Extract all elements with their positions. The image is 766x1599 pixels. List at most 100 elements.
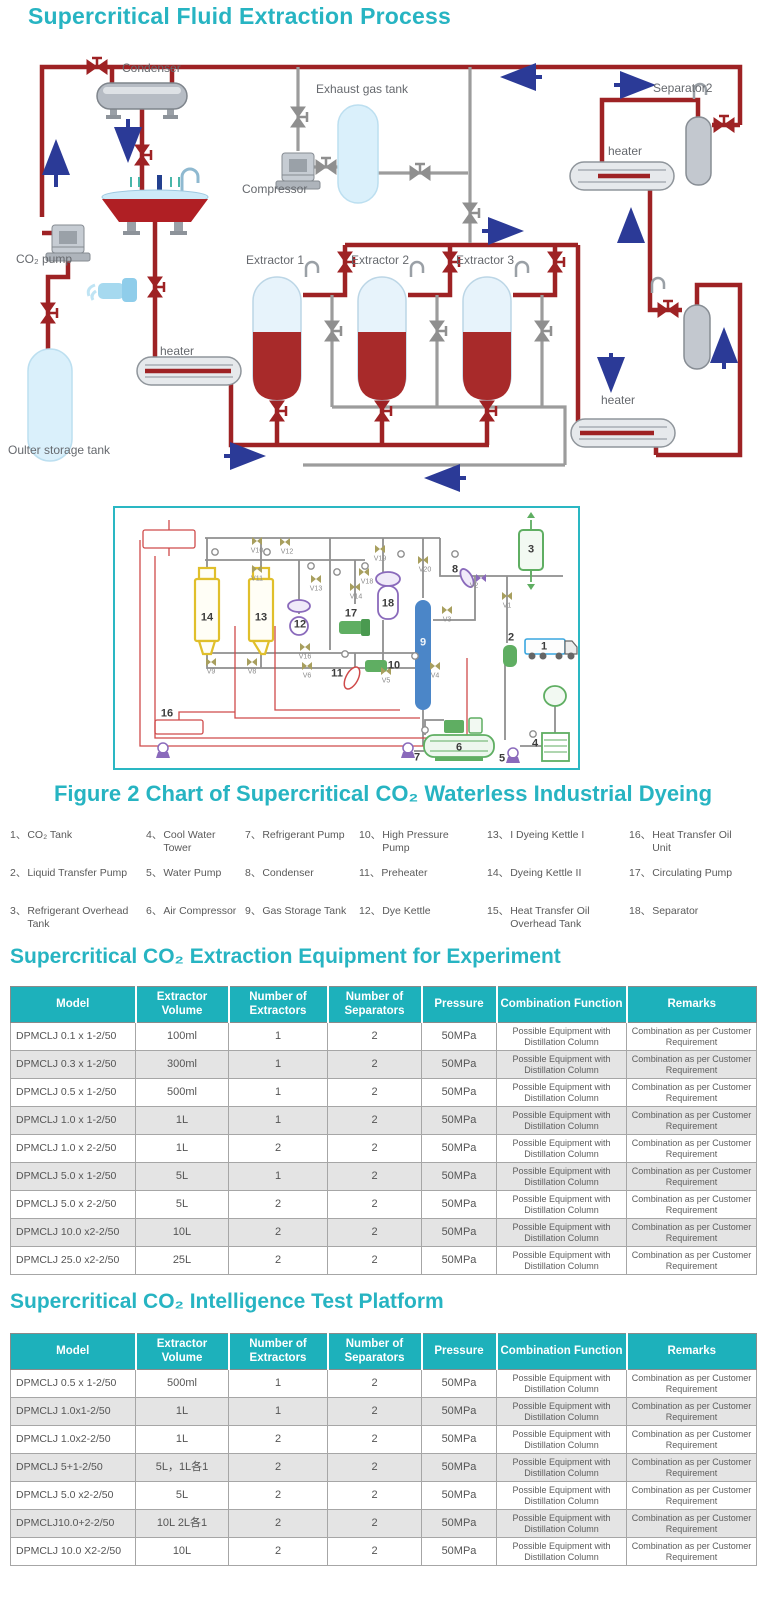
- equipment-number-label: 14: [200, 611, 214, 624]
- table-cell: Combination as per Customer Requirement: [626, 1397, 757, 1426]
- column-header: Remarks: [626, 986, 757, 1023]
- table-row: DPMCLJ 10.0 X2-2/50 10L 2 2 50MPa Possible Eq…: [10, 1537, 757, 1566]
- legend-item: 15、 Heat Transfer Oil Overhead Tank: [487, 905, 629, 943]
- legend-item-number: 7、: [245, 829, 262, 841]
- table-cell: 2: [228, 1190, 328, 1219]
- table-cell: 300ml: [135, 1050, 229, 1079]
- valve-label: V4: [430, 672, 440, 680]
- legend-item-number: 8、: [245, 867, 262, 879]
- vent-hook-icon: [650, 276, 666, 295]
- table-cell: 5L: [135, 1190, 229, 1219]
- legend-item-number: 18、: [629, 905, 652, 917]
- table-cell: 1: [228, 1162, 328, 1191]
- preheater-icon: [343, 666, 361, 690]
- table-cell: 2: [327, 1134, 422, 1163]
- column-header: Number of Extractors: [228, 986, 329, 1023]
- valve-label: V18: [360, 578, 374, 586]
- table-cell: Combination as per Customer Requirement: [626, 1106, 757, 1135]
- table-header-row: Model Extractor Volume Number of Extractor…: [10, 1333, 757, 1370]
- legend-item: 2、 Liquid Transfer Pump: [10, 867, 146, 905]
- extractor1-vessel: [252, 276, 302, 401]
- table-row: DPMCLJ 0.5 x 1-2/50 500ml 1 2 50MPa Possible …: [10, 1369, 757, 1398]
- transfer-pump-icon: [503, 645, 517, 667]
- table-cell: DPMCLJ 1.0 x 2-2/50: [10, 1134, 136, 1163]
- outer-storage-tank-vessel: [27, 348, 73, 462]
- table-cell: Combination as per Customer Requirement: [626, 1022, 757, 1051]
- valve-label: V5: [381, 677, 391, 685]
- oil-unit-pump-icon: [155, 742, 171, 759]
- valve-label: V12: [280, 548, 294, 556]
- sprayer-icon: [86, 278, 137, 302]
- table-row: DPMCLJ 1.0x1-2/50 1L 1 2 50MPa Possible Equip…: [10, 1397, 757, 1426]
- equipment-number-label: 4: [531, 737, 539, 750]
- heater-left-label: heater: [160, 344, 195, 358]
- extractor3-vessel: [462, 276, 512, 401]
- extractor2-vessel: [357, 276, 407, 401]
- co2-pump-label: CO₂ pump: [16, 252, 73, 266]
- legend-item-number: 4、: [146, 829, 163, 841]
- legend-item-number: 1、: [10, 829, 27, 841]
- table-cell: DPMCLJ 5+1-2/50: [10, 1453, 136, 1482]
- table-cell: 5L，1L各1: [135, 1453, 229, 1482]
- legend-item-number: 14、: [487, 867, 510, 879]
- table-cell: 50MPa: [421, 1022, 497, 1051]
- table-cell: Possible Equipment with Distillation Col…: [496, 1050, 627, 1079]
- dyeing-kettle-vessels: [193, 566, 275, 656]
- equipment-number-label: 8: [451, 563, 459, 576]
- legend-item: 3、 Refrigerant Overhead Tank: [10, 905, 146, 943]
- equipment-number-label: 6: [455, 741, 463, 754]
- table-cell: 2: [327, 1246, 422, 1275]
- table-cell: 2: [228, 1537, 328, 1566]
- table-cell: 500ml: [135, 1078, 229, 1107]
- column-header: Number of Separators: [327, 1333, 423, 1370]
- legend-item-number: 13、: [487, 829, 510, 841]
- table-cell: Combination as per Customer Requirement: [626, 1190, 757, 1219]
- valve-label: V2: [469, 582, 479, 590]
- legend-item: 16、 Heat Transfer Oil Unit: [629, 829, 760, 867]
- table-cell: Possible Equipment with Distillation Col…: [496, 1106, 627, 1135]
- table-row: DPMCLJ 0.5 x 1-2/50 500ml 1 2 50MPa Possible …: [10, 1078, 757, 1107]
- gray-valves: [289, 105, 553, 343]
- table-cell: DPMCLJ 5.0 x2-2/50: [10, 1481, 136, 1510]
- equipment-number-label: 17: [344, 607, 358, 620]
- table-cell: Combination as per Customer Requirement: [626, 1369, 757, 1398]
- table-cell: 1L: [135, 1106, 229, 1135]
- table-row: DPMCLJ 1.0 x 2-2/50 1L 2 2 50MPa Possible Equ…: [10, 1134, 757, 1163]
- table-cell: Combination as per Customer Requirement: [626, 1425, 757, 1454]
- legend-item-number: 11、: [359, 867, 381, 879]
- table-cell: Combination as per Customer Requirement: [626, 1481, 757, 1510]
- table-cell: 1: [228, 1078, 328, 1107]
- table-row: DPMCLJ 0.3 x 1-2/50 300ml 1 2 50MPa Possible …: [10, 1050, 757, 1079]
- table-cell: 2: [327, 1050, 422, 1079]
- experiment-spec-table: Model Extractor Volume Number of Extractor…: [10, 986, 757, 1275]
- table-cell: DPMCLJ 10.0 X2-2/50: [10, 1537, 136, 1566]
- table-cell: Possible Equipment with Distillation Col…: [496, 1078, 627, 1107]
- legend-item: 11、 Preheater: [359, 867, 487, 905]
- table-header-row: Model Extractor Volume Number of Extractor…: [10, 986, 757, 1023]
- separator2-vessel: [685, 116, 712, 186]
- table-cell: 50MPa: [421, 1537, 497, 1566]
- table-row: DPMCLJ 0.1 x 1-2/50 100ml 1 2 50MPa Possible …: [10, 1022, 757, 1051]
- exhaust-gas-tank-label: Exhaust gas tank: [316, 82, 409, 96]
- table-cell: Possible Equipment with Distillation Col…: [496, 1509, 627, 1538]
- valve-label: V6: [302, 672, 312, 680]
- column-header: Pressure: [421, 1333, 498, 1370]
- table-cell: Possible Equipment with Distillation Col…: [496, 1453, 627, 1482]
- valve-label: V20: [418, 566, 432, 574]
- flow-arrows: [42, 63, 738, 492]
- legend-item: 6、 Air Compressor: [146, 905, 245, 943]
- table-cell: DPMCLJ10.0+2-2/50: [10, 1509, 136, 1538]
- legend-item-number: 10、: [359, 829, 382, 841]
- equipment-number-label: 1: [540, 640, 548, 653]
- equipment-number-label: 2: [507, 631, 515, 644]
- legend-item: 10、 High Pressure Pump: [359, 829, 487, 867]
- table-cell: 50MPa: [421, 1050, 497, 1079]
- table-cell: 2: [228, 1481, 328, 1510]
- table-cell: DPMCLJ 5.0 x 2-2/50: [10, 1190, 136, 1219]
- legend-item-label: Separator: [652, 905, 699, 917]
- table-cell: Possible Equipment with Distillation Col…: [496, 1218, 627, 1247]
- page-title: Supercritical Fluid Extraction Process: [28, 3, 452, 29]
- valve-label: V19: [373, 555, 387, 563]
- legend-item: 7、 Refrigerant Pump: [245, 829, 359, 867]
